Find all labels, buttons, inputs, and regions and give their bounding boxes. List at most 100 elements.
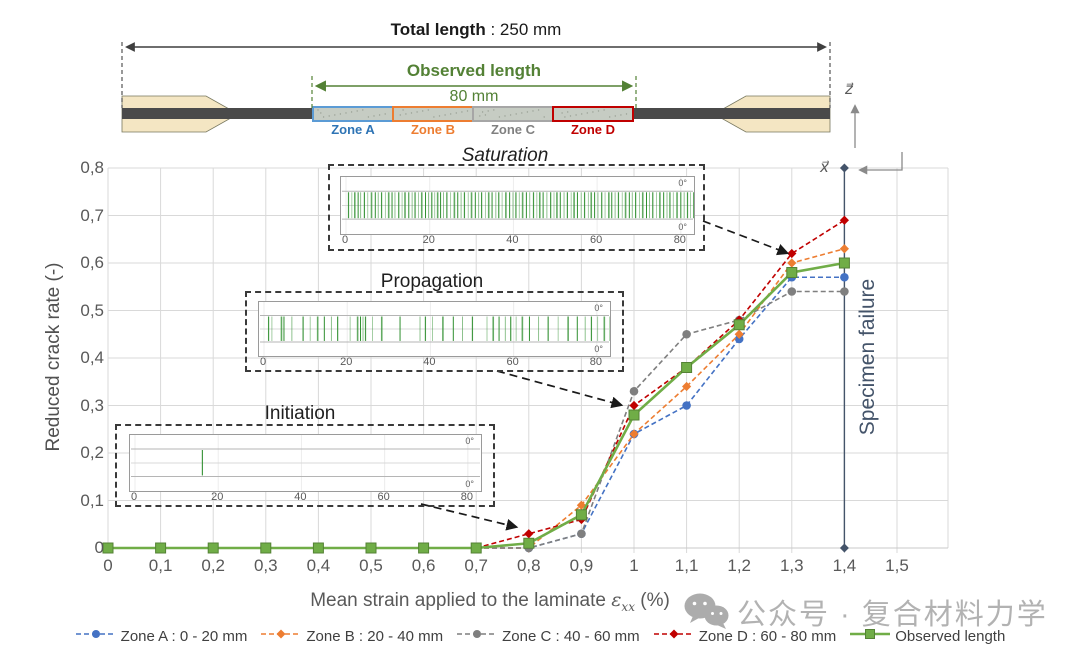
x-tick-label: 0,7 (464, 556, 489, 575)
inset-tick-label: 40 (423, 356, 436, 368)
inset-propagation: 0° 0° 0 20 40 60 80 (245, 291, 624, 372)
observed-length-label: Observed length (406, 61, 542, 80)
inset-tick-label: 40 (294, 491, 307, 503)
y-tick-label: 0,8 (80, 158, 104, 177)
specimen-diagram (121, 95, 831, 133)
inset-tick-label: 80 (589, 356, 602, 368)
zone-c-region (472, 106, 554, 122)
legend-label: Observed length (895, 627, 1006, 645)
legend-glyph-zone-d (653, 627, 695, 645)
ply-angle-label: 0° (594, 344, 603, 354)
legend-item-zone-b: Zone B : 20 - 40 mm (260, 627, 443, 645)
inset-tick-label: 20 (422, 234, 435, 246)
observed-length-value: 80 mm (449, 88, 499, 105)
inset-saturation-title: Saturation (461, 145, 549, 166)
y-tick-label: 0,3 (80, 395, 104, 415)
observed-length-dimension (311, 76, 637, 110)
x-tick-label: 1,2 (727, 556, 752, 575)
x-tick-label: 0,6 (411, 556, 436, 575)
inset-tick-label: 0 (130, 491, 138, 503)
coordinate-axes-icon (850, 104, 903, 175)
legend-glyph-zone-b (260, 627, 302, 645)
x-tick-label: 0,2 (201, 556, 226, 575)
y-tick-label: 0,2 (80, 443, 104, 462)
legend-label: Zone D : 60 - 80 mm (698, 627, 837, 645)
wechat-icon (684, 593, 729, 629)
ply-angle-label: 0° (678, 222, 687, 232)
total-length-dimension (121, 42, 831, 108)
inset-tick-label: 80 (673, 234, 686, 246)
zone-a-label: Zone A (331, 122, 375, 137)
ply-angle-label: 0° (594, 303, 603, 313)
ply-angle-label: 0° (465, 479, 474, 489)
saturation-arrow (702, 220, 790, 256)
x-tick-label: 0,9 (569, 556, 594, 575)
x-tick-label: 0,1 (148, 556, 173, 575)
x-axis-title: Mean strain applied to the laminate εxx … (310, 589, 670, 614)
inset-tick-label: 60 (377, 491, 390, 503)
x-tick-label: 0,8 (516, 556, 541, 575)
ply-angle-label: 0° (465, 436, 474, 446)
specimen-failure-line (839, 163, 849, 553)
total-length-value: : 250 mm (485, 20, 562, 39)
inset-tick-label: 80 (460, 491, 473, 503)
legend-label: Zone B : 20 - 40 mm (306, 627, 444, 645)
watermark-text: 公众号 · 复合材料力学 (737, 599, 1048, 631)
total-length-label: Total length : 250 mm (391, 20, 562, 40)
inset-crack-map (260, 302, 611, 356)
inset-tick-label: 40 (506, 234, 519, 246)
y-tick-label: 0,1 (80, 490, 104, 510)
inset-tick-label: 20 (340, 356, 353, 368)
y-tick-label: 0,7 (80, 205, 104, 225)
y-tick-label: 0,4 (80, 348, 104, 367)
zone-d-label: Zone D (570, 122, 616, 137)
zone-c-label: Zone C (490, 122, 536, 137)
zone-b-label: Zone B (410, 122, 456, 137)
y-tick-label: 0 (94, 538, 104, 557)
x-tick-label: 0 (103, 556, 113, 575)
ply-angle-label: 0° (678, 178, 687, 188)
inset-saturation-plot: 0° 0° (340, 176, 695, 235)
inset-crack-map (131, 435, 480, 491)
inset-crack-map (342, 177, 695, 234)
inset-tick-label: 0 (259, 356, 267, 368)
inset-tick-label: 60 (506, 356, 519, 368)
z-axis-label: z⃗ (845, 81, 853, 98)
inset-tick-label: 20 (211, 491, 224, 503)
x-tick-label: 0,4 (306, 556, 331, 575)
inset-propagation-plot: 0° 0° (258, 301, 611, 357)
inset-tick-label: 60 (589, 234, 603, 246)
specimen-failure-label: Specimen failure (856, 278, 879, 436)
legend-item-zone-a: Zone A : 0 - 20 mm (75, 627, 247, 645)
legend-glyph-zone-a (75, 627, 117, 645)
series-observed-length (102, 257, 850, 554)
propagation-arrow (496, 370, 624, 409)
legend-glyph-observed (849, 627, 891, 645)
y-tick-label: 0,5 (80, 300, 104, 320)
legend-label: Zone C : 40 - 60 mm (502, 627, 640, 645)
inset-tick-label: 0 (341, 234, 349, 246)
y-tick-label: 0,6 (80, 253, 104, 272)
inset-initiation: 0° 0° 0 20 40 60 80 (115, 424, 495, 507)
inset-saturation: 0° 0° 0 20 40 60 80 (328, 164, 705, 251)
legend-item-zone-d: Zone D : 60 - 80 mm (653, 627, 837, 645)
legend-glyph-zone-c (456, 627, 498, 645)
x-axis-icon-label: x⃗ (820, 159, 829, 176)
inset-initiation-title: Initiation (264, 403, 336, 424)
legend-item-observed: Observed length (849, 627, 1005, 645)
x-tick-label: 0,3 (253, 556, 278, 575)
x-tick-label: 1,4 (832, 556, 857, 575)
x-tick-label: 0,5 (359, 556, 383, 575)
inset-initiation-plot: 0° 0° (129, 434, 482, 492)
x-tick-label: 1,1 (674, 556, 699, 575)
legend-item-zone-c: Zone C : 40 - 60 mm (456, 627, 640, 645)
total-length-title: Total length (390, 20, 486, 39)
x-tick-label: 1,3 (779, 556, 804, 575)
zone-b-region (392, 106, 474, 122)
zone-d-region (552, 106, 634, 122)
x-tick-label: 1 (629, 556, 639, 575)
inset-propagation-title: Propagation (380, 271, 484, 292)
initiation-arrow (420, 503, 519, 531)
